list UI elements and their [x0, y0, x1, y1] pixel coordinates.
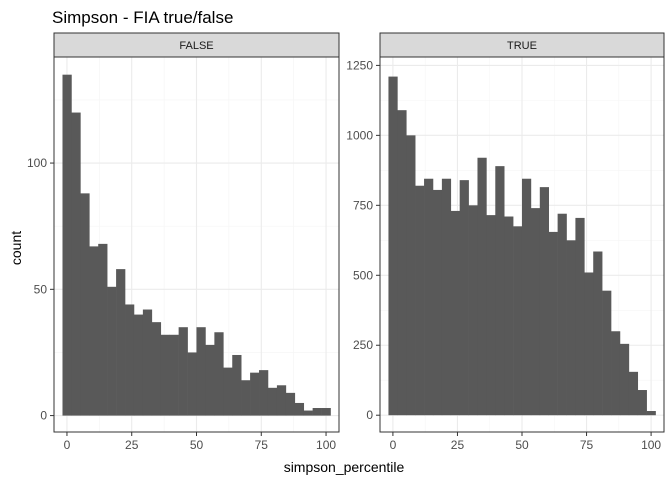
histogram-bar [521, 178, 532, 416]
histogram-bar [267, 387, 278, 416]
y-tick-label: 1250 [346, 58, 373, 72]
histogram-bar [62, 74, 72, 416]
facet-strip-label: TRUE [507, 40, 537, 52]
histogram-bar [397, 110, 407, 416]
facet-strip [379, 32, 665, 58]
histogram-bar [593, 251, 603, 416]
histogram-bar [71, 112, 81, 416]
histogram-bar [312, 408, 322, 416]
histogram-bar [80, 193, 90, 416]
x-tick-label: 75 [580, 438, 594, 452]
histogram-bar [223, 367, 233, 416]
histogram-bar [557, 213, 567, 416]
y-tick-label: 100 [27, 156, 47, 170]
facet-panel-false: FALSE 0 25 50 75 100 0 50 100 [27, 32, 340, 452]
histogram-bar [276, 385, 287, 416]
histogram-bar [406, 135, 416, 416]
histogram-bar [450, 210, 460, 416]
histogram-bar [151, 322, 162, 416]
histogram-bar [142, 309, 153, 416]
histogram-bar [468, 205, 478, 416]
y-tick-label: 0 [40, 409, 47, 423]
histogram-bar [116, 269, 126, 416]
histogram-bar [214, 332, 224, 416]
histogram-bar [321, 408, 331, 416]
histogram-bar [441, 178, 452, 416]
histogram-bar [646, 411, 656, 416]
histogram-bar [611, 331, 621, 416]
histogram-bar [107, 286, 117, 416]
histogram-bar [637, 390, 647, 416]
histogram-bar [388, 76, 398, 416]
facet-strip-label: FALSE [179, 40, 213, 52]
histogram-bar [98, 243, 108, 416]
histogram-bar [241, 380, 251, 416]
y-tick-label: 50 [34, 282, 48, 296]
histogram-bar [513, 226, 523, 416]
histogram-bar [232, 354, 242, 416]
histogram-bar [259, 370, 269, 416]
x-tick-label: 0 [64, 438, 71, 452]
x-tick-label: 100 [641, 438, 661, 452]
histogram-bar [294, 402, 305, 416]
y-tick-label: 1000 [346, 128, 373, 142]
histogram-bar [187, 352, 197, 416]
histogram-bar [415, 185, 425, 416]
histogram-bar [584, 272, 594, 416]
histogram-bar [133, 314, 144, 416]
histogram-bar [125, 304, 135, 416]
x-tick-label: 50 [190, 438, 204, 452]
histogram-bar [602, 290, 612, 416]
x-tick-label: 25 [451, 438, 465, 452]
facet-strip [53, 32, 340, 58]
histogram-bar [205, 344, 215, 416]
y-tick-label: 250 [353, 338, 373, 352]
histogram-bar [169, 334, 179, 416]
histogram-bar [539, 187, 550, 416]
histogram-bar [459, 180, 469, 416]
x-tick-label: 100 [316, 438, 336, 452]
chart-title: Simpson - FIA true/false [52, 8, 233, 27]
y-tick-label: 750 [353, 198, 373, 212]
histogram-bar [285, 392, 296, 416]
histogram-bar [566, 240, 576, 416]
x-tick-label: 75 [255, 438, 269, 452]
histogram-bar [628, 371, 639, 416]
y-tick-label: 0 [366, 408, 373, 422]
histogram-bar [486, 215, 496, 416]
histogram-bar [530, 208, 541, 416]
x-tick-label: 0 [390, 438, 397, 452]
x-tick-label: 50 [515, 438, 529, 452]
histogram-bar [575, 217, 585, 416]
histogram-bar [548, 231, 558, 416]
histogram-bar [160, 334, 170, 416]
histogram-bar [495, 166, 505, 416]
x-axis-title: simpson_percentile [284, 459, 405, 475]
histogram-bar [196, 327, 206, 416]
histogram-bar [619, 343, 630, 416]
histogram-bar [178, 327, 188, 416]
x-tick-label: 25 [125, 438, 139, 452]
y-axis-title: count [8, 231, 24, 265]
histogram-bar [424, 178, 434, 416]
histogram-bar [303, 410, 313, 416]
histogram-bar [477, 157, 487, 416]
histogram-bar [504, 216, 514, 416]
histogram-bar [432, 189, 443, 416]
y-tick-label: 500 [353, 268, 373, 282]
histogram-bar [89, 246, 99, 416]
histogram-bar [250, 372, 260, 416]
